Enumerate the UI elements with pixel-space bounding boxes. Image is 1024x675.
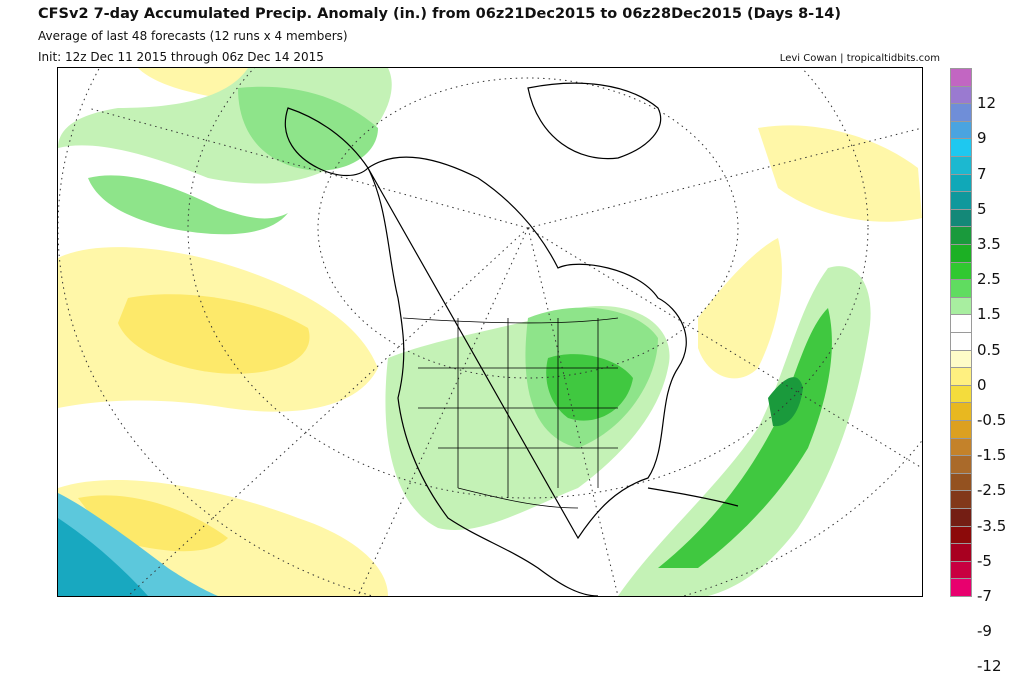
colorbar-tick-label: 0.5 [977, 340, 1001, 359]
colorbar-segment [950, 578, 972, 597]
colorbar-tick-label: 12 [977, 94, 997, 113]
political-borders [402, 317, 619, 509]
colorbar-tick-label: 0 [977, 375, 987, 394]
colorbar-segment [950, 120, 972, 140]
anomaly-wet-ohio-valley-core [546, 354, 633, 421]
colorbar-segment [950, 384, 972, 404]
colorbar-tick-label: 9 [977, 129, 987, 148]
colorbar-tick-label: 3.5 [977, 235, 1001, 253]
coastline-cuba [647, 487, 739, 507]
colorbar-segment [950, 191, 972, 210]
colorbar-tick-label: -3.5 [977, 516, 1007, 535]
precip-anomaly-map [58, 68, 922, 596]
credit-label: Levi Cowan | tropicaltidbits.com [779, 53, 940, 64]
colorbar-tick-label: 2.5 [977, 270, 1001, 289]
colorbar-segment [950, 560, 972, 580]
coastline-greenland [527, 82, 662, 160]
coastline-north-america [367, 156, 687, 596]
anomaly-dry-greenland-sea [758, 125, 922, 222]
anomaly-wet-atlantic-core [658, 308, 832, 568]
colorbar-segment [950, 156, 972, 175]
colorbar-segment [950, 226, 972, 245]
colorbar-segment [950, 455, 972, 474]
anomaly-wet-atlantic-peak [768, 377, 803, 427]
colorbar-segment [950, 261, 972, 281]
colorbar-segment [950, 103, 972, 122]
colorbar-tick-label: -2.5 [977, 481, 1007, 500]
colorbar-tick-label: -7 [977, 587, 992, 605]
colorbar-tick-label: -0.5 [977, 411, 1007, 429]
colorbar [950, 68, 972, 597]
map-title: CFSv2 7-day Accumulated Precip. Anomaly … [38, 6, 842, 22]
colorbar-tick-label: -5 [977, 551, 992, 570]
colorbar-segment [950, 420, 972, 439]
colorbar-tick-label: 5 [977, 199, 987, 218]
colorbar-segment [950, 437, 972, 457]
anomaly-wet-gulf [238, 86, 378, 171]
colorbar-segment [950, 296, 972, 316]
colorbar-segment [950, 208, 972, 228]
colorbar-segment [950, 349, 972, 369]
map-panel [57, 67, 923, 597]
colorbar-segment [950, 138, 972, 157]
colorbar-segment [950, 314, 972, 333]
colorbar-segment [950, 68, 972, 87]
anomaly-wet-alaska-core [88, 175, 288, 235]
colorbar-segment [950, 402, 972, 421]
map-subtitle: Average of last 48 forecasts (12 runs x … [38, 29, 348, 43]
anomaly-extreme-dry-sw-core [58, 518, 148, 596]
graticule [58, 68, 922, 596]
colorbar-tick-label: 1.5 [977, 305, 1001, 324]
colorbar-tick-label: -9 [977, 622, 992, 641]
colorbar-tick-label: -1.5 [977, 446, 1007, 465]
colorbar-tick-label: -12 [977, 657, 1002, 675]
colorbar-segment [950, 279, 972, 298]
colorbar-segment [950, 508, 972, 527]
coastline-alaska [284, 107, 369, 177]
colorbar-segment [950, 543, 972, 562]
colorbar-segment [950, 244, 972, 263]
colorbar-segment [950, 472, 972, 492]
colorbar-segment [950, 85, 972, 105]
colorbar-segment [950, 367, 972, 386]
colorbar-segment [950, 173, 972, 193]
anomaly-dry-north-atlantic [698, 238, 782, 379]
colorbar-segment [950, 525, 972, 545]
colorbar-tick-label: 7 [977, 164, 987, 183]
anomaly-dry-north-pacific-core [118, 294, 310, 374]
init-time-label: Init: 12z Dec 11 2015 through 06z Dec 14… [38, 50, 324, 64]
colorbar-segment [950, 490, 972, 509]
colorbar-segment [950, 332, 972, 351]
